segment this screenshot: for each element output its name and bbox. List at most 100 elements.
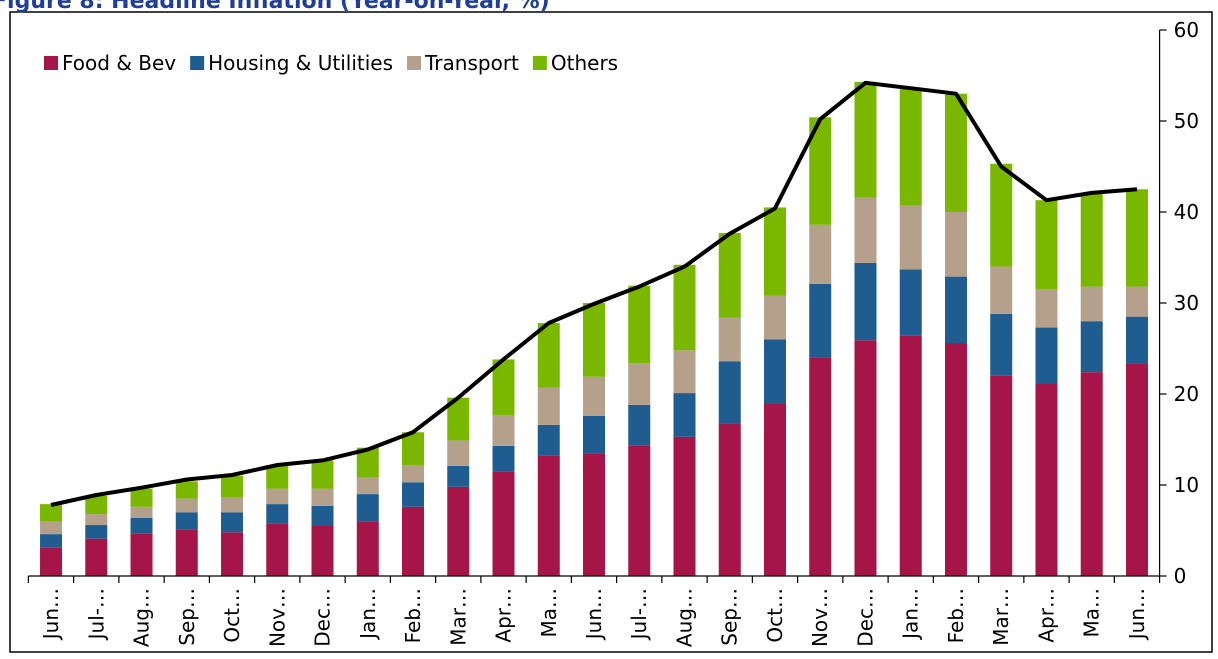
x-tick-label: Ma…: [1080, 588, 1104, 638]
bar-segment: [628, 363, 651, 405]
bar-segment: [221, 497, 244, 513]
bar-segment: [85, 514, 108, 526]
x-tick-label: Jan…: [899, 588, 923, 641]
bar-segment: [899, 335, 922, 576]
bar-segment: [899, 269, 922, 336]
bar-segment: [492, 359, 515, 415]
bar-segment: [221, 532, 244, 576]
bar-segment: [130, 517, 153, 534]
bar-segment: [673, 350, 696, 394]
bar-segment: [266, 523, 289, 576]
bar-segment: [809, 357, 832, 576]
legend-swatch: [44, 56, 58, 70]
bar-segment: [1035, 383, 1058, 576]
bar-segment: [447, 397, 470, 441]
bar-segment: [175, 498, 198, 513]
bar-segment: [1035, 200, 1058, 290]
x-tick-label: Apr…: [492, 588, 516, 643]
x-tick-label: Oct…: [763, 588, 787, 643]
legend-label: Housing & Utilities: [208, 51, 393, 75]
x-tick-label: Dec…: [311, 588, 335, 647]
bar-segment: [990, 163, 1013, 267]
bar-segment: [175, 529, 198, 576]
bar-segment: [990, 375, 1013, 576]
bar-segment: [1080, 321, 1103, 373]
bar-segment: [175, 481, 198, 499]
y-tick-label: 20: [1174, 382, 1199, 406]
x-tick-label: Aug…: [672, 588, 696, 647]
x-tick-label: Aug…: [130, 588, 154, 647]
bar-segment: [854, 197, 877, 263]
bar-segment: [1080, 372, 1103, 576]
bar-segment: [221, 475, 244, 498]
chart-frame: [9, 11, 1213, 653]
bar-segment: [447, 465, 470, 487]
x-tick-label: Jun…: [39, 588, 63, 641]
x-tick-label: Ma…: [537, 588, 561, 638]
bar-segment: [356, 447, 379, 478]
bar-segment: [628, 404, 651, 446]
bar-segment: [854, 340, 877, 576]
bar-segment: [356, 521, 379, 576]
bar-segment: [311, 488, 334, 506]
bar-segment: [718, 317, 741, 362]
bar-segment: [673, 264, 696, 351]
bar-segment: [763, 295, 786, 340]
bar-segment: [718, 361, 741, 424]
bar-segment: [718, 232, 741, 318]
bar-segment: [130, 506, 153, 518]
bar-segment: [266, 504, 289, 524]
bar-segment: [40, 504, 63, 522]
bar-segment: [356, 477, 379, 495]
bar-segment: [175, 512, 198, 530]
bar-segment: [40, 547, 63, 576]
legend-swatch: [532, 56, 547, 70]
bar-segment: [673, 436, 696, 576]
x-tick-label: Jan…: [356, 588, 380, 641]
y-tick-label: 10: [1174, 473, 1199, 497]
bar-segment: [809, 283, 832, 358]
headline-line: [50, 80, 1138, 507]
bar-segment: [944, 343, 967, 576]
bar-segment: [311, 525, 334, 576]
x-tick-label: Dec…: [853, 588, 877, 647]
bar-segment: [130, 533, 153, 576]
bar-segment: [537, 424, 560, 456]
bar-segment: [1035, 289, 1058, 328]
bar-segment: [537, 455, 560, 576]
x-tick-label: Mar…: [446, 588, 470, 646]
bar-segment: [1080, 192, 1103, 287]
bar-segment: [492, 414, 515, 446]
bar-segment: [628, 445, 651, 576]
bar-segment: [492, 445, 515, 472]
bar-segment: [809, 224, 832, 284]
bar-segment: [809, 117, 832, 225]
bar-segment: [311, 460, 334, 489]
legend-label: Food & Bev: [62, 51, 176, 75]
bar-segment: [537, 387, 560, 425]
x-tick-label: Apr…: [1034, 588, 1058, 643]
bar-segment: [628, 285, 651, 364]
bar-segment: [221, 512, 244, 533]
bar-segment: [130, 488, 153, 507]
x-tick-label: Feb…: [401, 588, 425, 643]
bar-segment: [1125, 286, 1148, 317]
bar-segment: [763, 339, 786, 405]
bar-segment: [899, 88, 922, 206]
bar-segment: [944, 93, 967, 212]
legend-swatch: [407, 56, 422, 70]
bar-segment: [537, 323, 560, 388]
bar-segment: [311, 505, 334, 526]
x-tick-label: Mar…: [989, 588, 1013, 646]
legend-label: Transport: [424, 51, 519, 75]
bar-segment: [402, 464, 425, 483]
x-tick-label: Jul-…: [84, 588, 108, 641]
bar-segment: [583, 453, 605, 576]
bar-segment: [763, 404, 786, 576]
chart-title: Figure 8: Headline Inflation (Year-on-Ye…: [0, 0, 550, 14]
bar-segment: [990, 313, 1013, 376]
bar-segment: [718, 423, 741, 576]
x-tick-label: Jul-…: [627, 588, 651, 641]
bar-segment: [492, 471, 515, 576]
